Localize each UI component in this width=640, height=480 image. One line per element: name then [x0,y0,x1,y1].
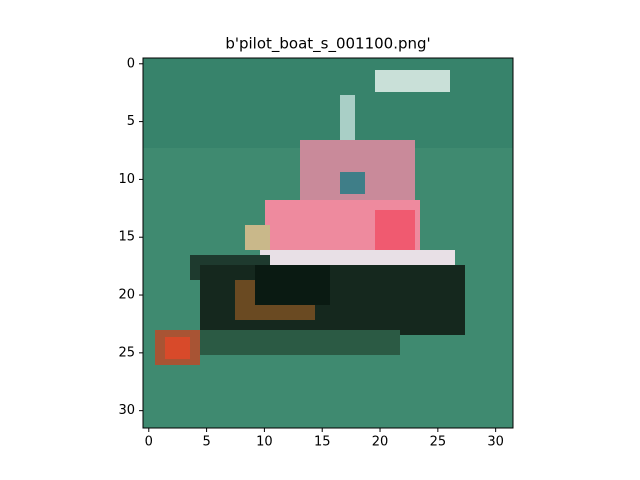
y-tick-label: 15 [118,230,135,245]
y-tick-label: 5 [127,114,135,129]
x-tick-label: 30 [487,435,504,450]
image [143,58,513,428]
chart-title: b'pilot_boat_s_001100.png' [225,35,430,54]
y-tick-label: 0 [127,56,135,71]
y-tick-label: 30 [118,403,135,418]
x-tick-label: 5 [202,435,210,450]
x-tick-label: 25 [430,435,447,450]
x-tick-label: 0 [145,435,153,450]
y-tick-label: 25 [118,345,135,360]
y-tick-label: 20 [118,288,135,303]
x-tick-label: 15 [314,435,331,450]
y-tick-label: 10 [118,172,135,187]
axes-frame [142,57,514,429]
x-tick-label: 10 [256,435,273,450]
x-tick-label: 20 [372,435,389,450]
